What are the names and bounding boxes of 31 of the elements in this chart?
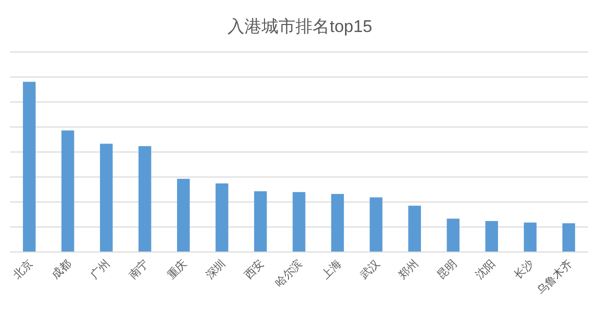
bar	[22, 82, 36, 252]
x-tick-label: 成都	[49, 256, 74, 282]
x-tick-label: 深圳	[203, 256, 228, 282]
chart-title: 入港城市排名top15	[228, 17, 372, 36]
x-tick-label: 长沙	[512, 256, 536, 282]
x-tick-label: 哈尔滨	[272, 256, 306, 290]
bar	[216, 183, 228, 252]
x-tick-label: 沈阳	[473, 256, 498, 282]
bar	[524, 222, 537, 252]
x-tick-label: 重庆	[164, 256, 190, 282]
bar	[370, 197, 382, 252]
bar	[408, 206, 421, 252]
bar	[562, 223, 576, 252]
bar	[292, 192, 306, 252]
x-tick-label: 昆明	[435, 258, 460, 282]
x-tick-label: 广州	[88, 256, 112, 282]
x-tick-label: 武汉	[357, 256, 382, 282]
bar	[331, 194, 344, 252]
x-tick-label: 北京	[10, 256, 36, 282]
bar	[485, 221, 498, 252]
x-tick-label: 上海	[318, 256, 344, 282]
bar	[61, 130, 74, 252]
x-tick-label: 乌鲁木齐	[534, 256, 575, 298]
x-tick-label: 南宁	[126, 256, 151, 282]
bar	[446, 218, 460, 252]
bar	[177, 178, 190, 252]
bar	[254, 191, 267, 252]
x-tick-label: 郑州	[396, 256, 421, 282]
bar	[138, 146, 152, 252]
x-tick-label: 西安	[242, 256, 267, 282]
bar	[100, 144, 113, 252]
